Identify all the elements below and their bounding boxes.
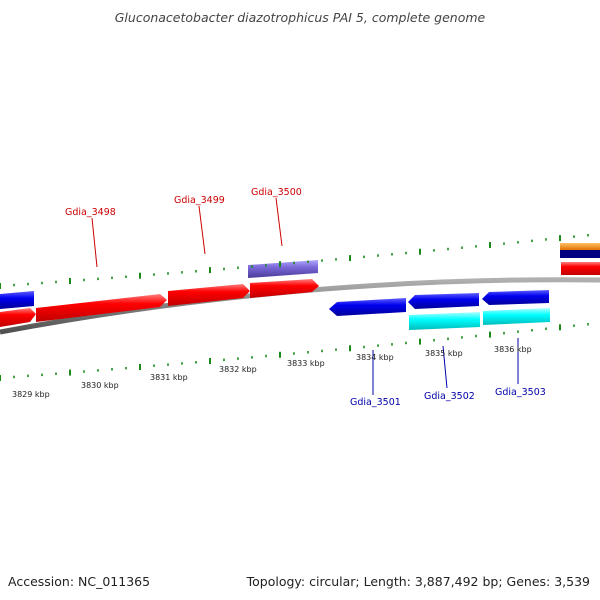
gene-gdia-3498-arrow [36,294,167,322]
scale-ticks-inner [0,323,589,381]
scale-label-3832: 3832 kbp [219,365,257,374]
leader-gdia-3500 [275,197,283,247]
leader-gdia-3502 [442,345,448,389]
scale-label-3833: 3833 kbp [287,359,325,368]
leader-gdia-3499 [198,205,206,255]
gene-label-gdia-3498: Gdia_3498 [65,207,116,218]
accession-label: Accession: NC_011365 [8,574,151,589]
gene-label-gdia-3499: Gdia_3499 [174,195,225,206]
scale-label-3836: 3836 kbp [494,345,532,354]
gene-reverse-arrow-left [0,291,34,309]
gene-gdia-3500-red-arrow [250,279,319,298]
scale-label-3829: 3829 kbp [12,390,50,399]
feature-cyan-3503 [483,308,550,325]
feature-navy-right-edge [560,250,600,258]
gene-gdia-3503-arrow [482,290,549,305]
scale-label-3831: 3831 kbp [150,373,188,382]
genome-title: Gluconacetobacter diazotrophicus PAI 5, … [114,10,486,25]
gene-gdia-3501-arrow [329,298,406,316]
gene-label-gdia-3501: Gdia_3501 [350,397,401,408]
gene-label-gdia-3500: Gdia_3500 [251,187,302,198]
gene-forward-right-edge [561,262,600,275]
gene-forward-arrow-left [0,308,36,327]
gene-label-leaders [91,197,519,395]
feature-orange-right-edge [560,243,600,250]
scale-label-3834: 3834 kbp [356,353,394,362]
gene-gdia-3499-arrow [168,284,250,306]
scale-label-3835: 3835 kbp [425,349,463,358]
gene-label-gdia-3503: Gdia_3503 [495,387,546,398]
gene-label-gdia-3502: Gdia_3502 [424,391,475,402]
gene-gdia-3502-arrow [408,293,479,309]
scale-ticks-outer [0,234,589,289]
leader-gdia-3498 [91,217,98,268]
feature-cyan-3502 [409,312,480,330]
scale-label-3830: 3830 kbp [81,381,119,390]
genome-summary: Topology: circular; Length: 3,887,492 bp… [246,574,590,589]
